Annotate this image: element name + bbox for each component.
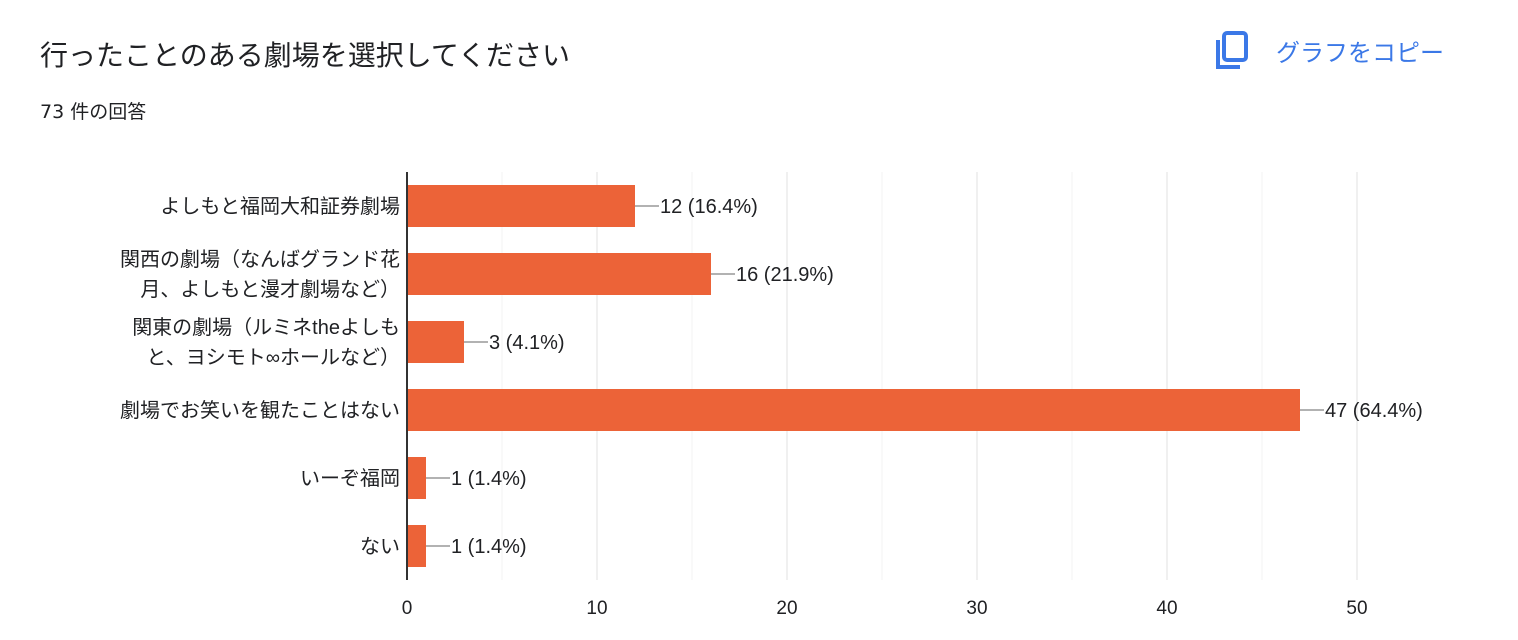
x-tick-label: 50	[1346, 598, 1367, 619]
category-label: 関西の劇場（なんばグランド花	[120, 248, 400, 271]
x-tick-label: 10	[586, 598, 607, 619]
question-title: 行ったことのある劇場を選択してください	[40, 39, 571, 72]
data-label: 12 (16.4%)	[660, 196, 758, 218]
category-label: 劇場でお笑いを観たことはない	[120, 399, 400, 422]
copy-chart-button[interactable]: グラフをコピー	[1214, 30, 1444, 70]
data-label: 47 (64.4%)	[1325, 400, 1423, 422]
x-tick-label: 20	[776, 598, 797, 619]
bar	[407, 389, 1300, 431]
bar	[407, 525, 426, 567]
category-label: 月、よしもと漫才劇場など）	[140, 278, 400, 301]
x-tick-label: 0	[402, 598, 413, 619]
data-label: 1 (1.4%)	[451, 536, 527, 558]
response-count: 73 件の回答	[40, 101, 147, 123]
category-label: ない	[360, 536, 400, 558]
data-label: 3 (4.1%)	[489, 332, 565, 354]
x-tick-label: 30	[966, 598, 987, 619]
data-label: 1 (1.4%)	[451, 468, 527, 490]
category-label: いーぞ福岡	[300, 467, 400, 490]
category-label: と、ヨシモト∞ホールなど）	[147, 346, 400, 369]
data-label: 16 (21.9%)	[736, 264, 834, 286]
copy-icon	[1216, 31, 1248, 69]
category-label: 関東の劇場（ルミネtheよしも	[132, 316, 400, 339]
category-label: よしもと福岡大和証券劇場	[160, 195, 400, 218]
bar	[407, 321, 464, 363]
bar	[407, 185, 635, 227]
copy-chart-label: グラフをコピー	[1276, 38, 1444, 67]
bar	[407, 253, 711, 295]
x-tick-label: 40	[1156, 598, 1177, 619]
bar	[407, 457, 426, 499]
